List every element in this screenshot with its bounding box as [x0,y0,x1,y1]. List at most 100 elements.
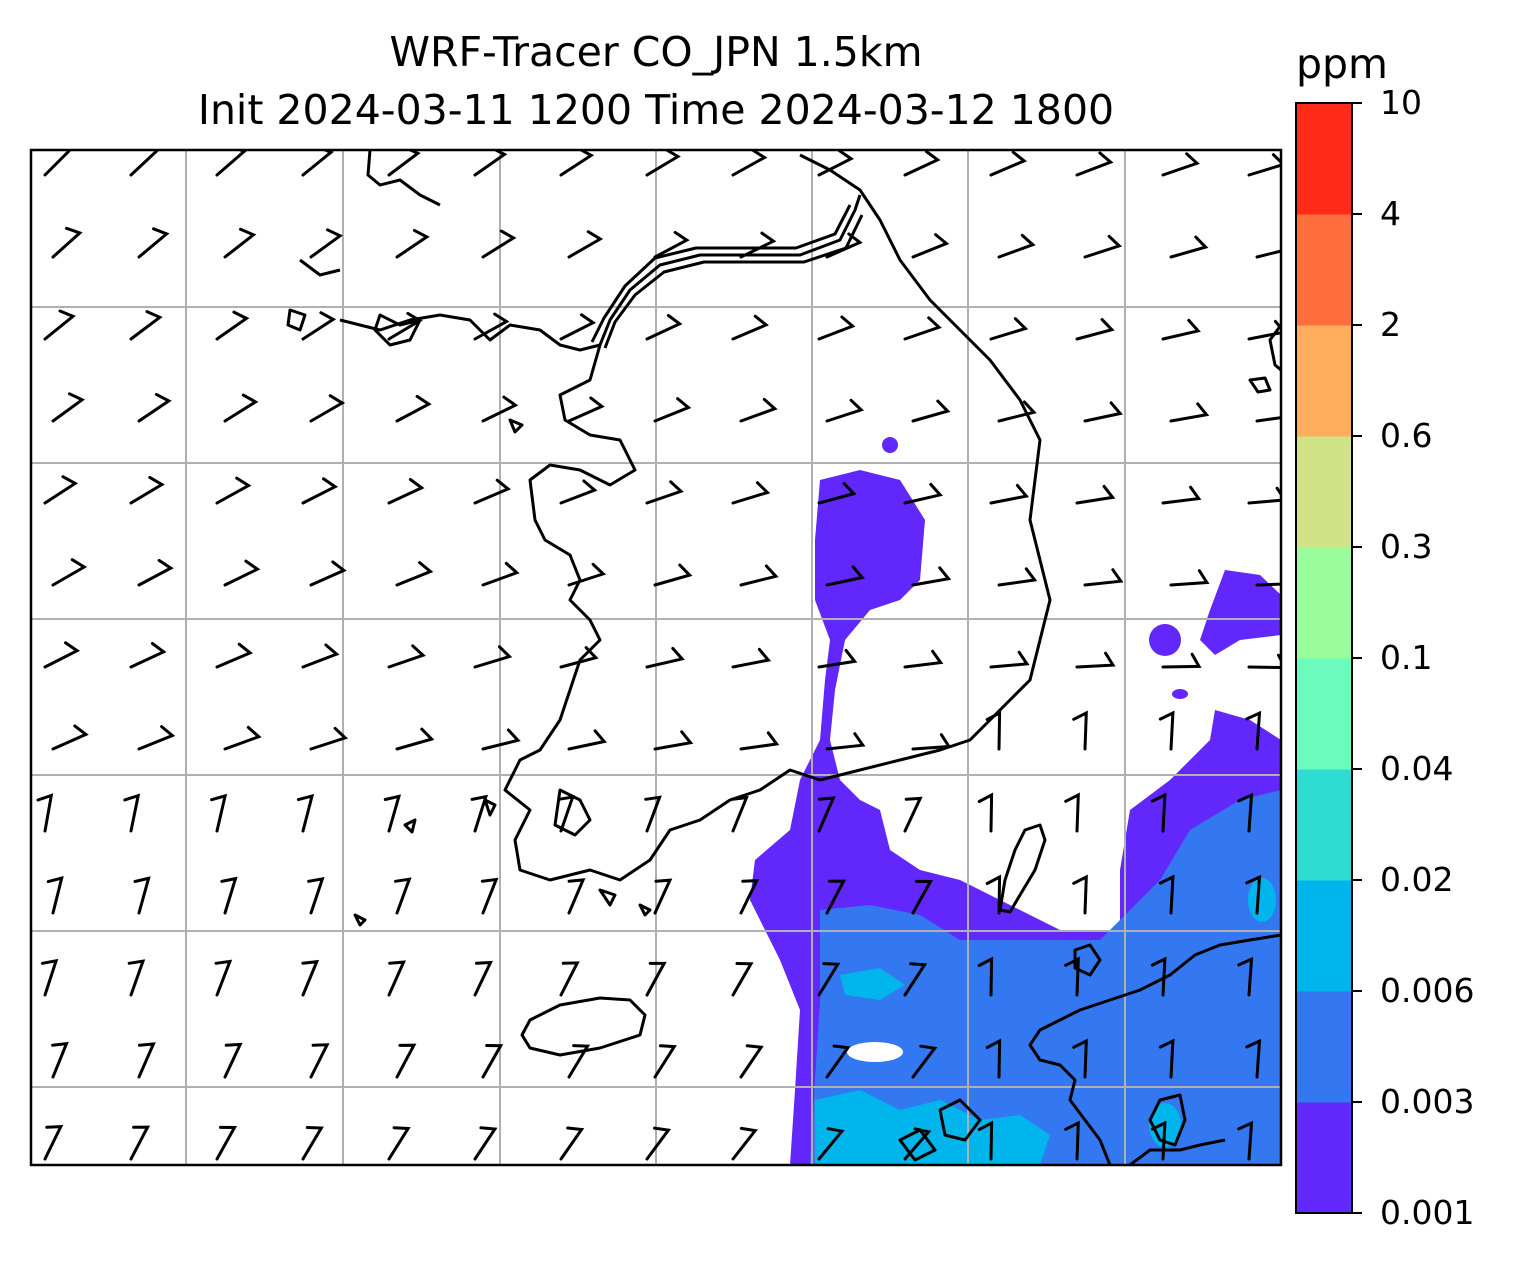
colorbar-bin-5 [1296,547,1352,659]
wind-barb [307,876,325,915]
tracer-field-low [810,790,1281,1165]
wind-barb [1083,568,1124,587]
wind-barb [1072,710,1088,751]
wind-barb [985,874,1002,915]
colorbar-unit-label: ppm [1296,40,1388,88]
wind-barb [559,313,597,341]
wind-barb [817,962,841,997]
wind-barb [567,878,586,915]
colorbar-bin-3 [1296,769,1352,881]
wind-barb [220,876,238,915]
wind-barb [210,793,228,833]
wind-barb [903,796,923,833]
wind-barb [817,796,836,833]
wind-barb [911,879,934,915]
wind-barb [985,1038,1002,1079]
wind-barb [473,645,513,669]
wind-barb [1237,956,1254,997]
wind-barb [567,562,607,587]
wind-barb [567,1044,591,1079]
wind-barb [133,876,151,915]
wind-barb [567,396,605,423]
colorbar-tick-label: 0.3 [1380,527,1433,566]
wind-barb [1255,416,1281,423]
wind-barb [739,564,779,587]
colorbar-bin-7 [1296,325,1352,437]
wind-barb [473,960,493,997]
wind-barb [309,726,349,751]
wind-barb [731,962,754,997]
wind-barb [470,794,488,833]
wind-barb [215,150,248,177]
colorbar-tick-label: 0.02 [1380,860,1454,899]
wind-barb [989,150,1027,177]
wind-barb [739,231,777,259]
wind-barb [137,558,174,587]
coastline-tsushima [998,823,1047,914]
wind-barb [46,876,64,915]
wind-barb [559,646,599,669]
wind-barb [473,478,511,505]
wind-barb [559,961,580,997]
wind-barb [51,1041,69,1079]
wind-barb [985,710,1002,751]
wind-barb [387,478,425,505]
coastline-jeju-island [520,996,647,1057]
colorbar-tick-label: 2 [1380,305,1401,344]
wind-barb [989,483,1030,505]
wind-barb [1072,1038,1088,1079]
wind-barb [653,878,673,915]
wind-barb [1161,318,1201,341]
wind-barb [645,1126,672,1161]
wind-barb [977,956,994,997]
wind-barb [1247,653,1281,670]
wind-barb [137,392,172,423]
wind-barb [387,311,423,341]
map-frame [29,148,1283,1167]
wind-barb [1255,582,1281,587]
colorbar-tick-label: 0.6 [1380,416,1433,455]
colorbar-tick-label: 0.04 [1380,749,1454,788]
wind-barb [559,150,595,177]
wind-barb [1075,484,1116,505]
wind-barb [127,959,146,997]
colorbar-tick-label: 0.006 [1380,971,1475,1010]
wind-barb [825,398,865,423]
wind-barb [387,1126,411,1161]
wind-barb [1245,710,1262,751]
coastline-islands-west [286,308,652,927]
wind-barb [223,393,259,423]
wind-barb [645,480,684,505]
wind-barb [911,1044,938,1079]
wind-barb [40,958,59,997]
wind-barb [739,731,780,751]
wind-barb [1247,486,1281,505]
wind-barb [997,400,1037,423]
wind-barb [1064,792,1080,833]
wind-barb [817,150,855,177]
wind-barb [1169,569,1210,587]
coastline-mainland [299,150,1052,882]
wind-barb [731,481,771,505]
wind-barb [309,228,344,259]
wind-barb [43,309,76,341]
wind-barb [557,795,575,833]
wind-barb [395,1043,417,1079]
wind-barb [223,559,261,587]
wind-barb [559,1126,585,1161]
wind-barb [825,879,847,915]
wind-barb [1072,874,1088,915]
wind-barb [911,733,952,751]
wind-barb [395,561,434,587]
colorbar-tick-label: 0.1 [1380,638,1433,677]
wind-barb [1169,235,1209,259]
wind-barb [215,1125,238,1161]
colorbar-tickmarks [1352,102,1362,1214]
colorbar-bin-0 [1296,1102,1352,1214]
wind-barb [997,233,1036,259]
wind-barb [383,794,402,833]
colorbar-bin-2 [1296,880,1352,992]
wind-barb [739,878,760,915]
wind-barb [644,795,662,833]
